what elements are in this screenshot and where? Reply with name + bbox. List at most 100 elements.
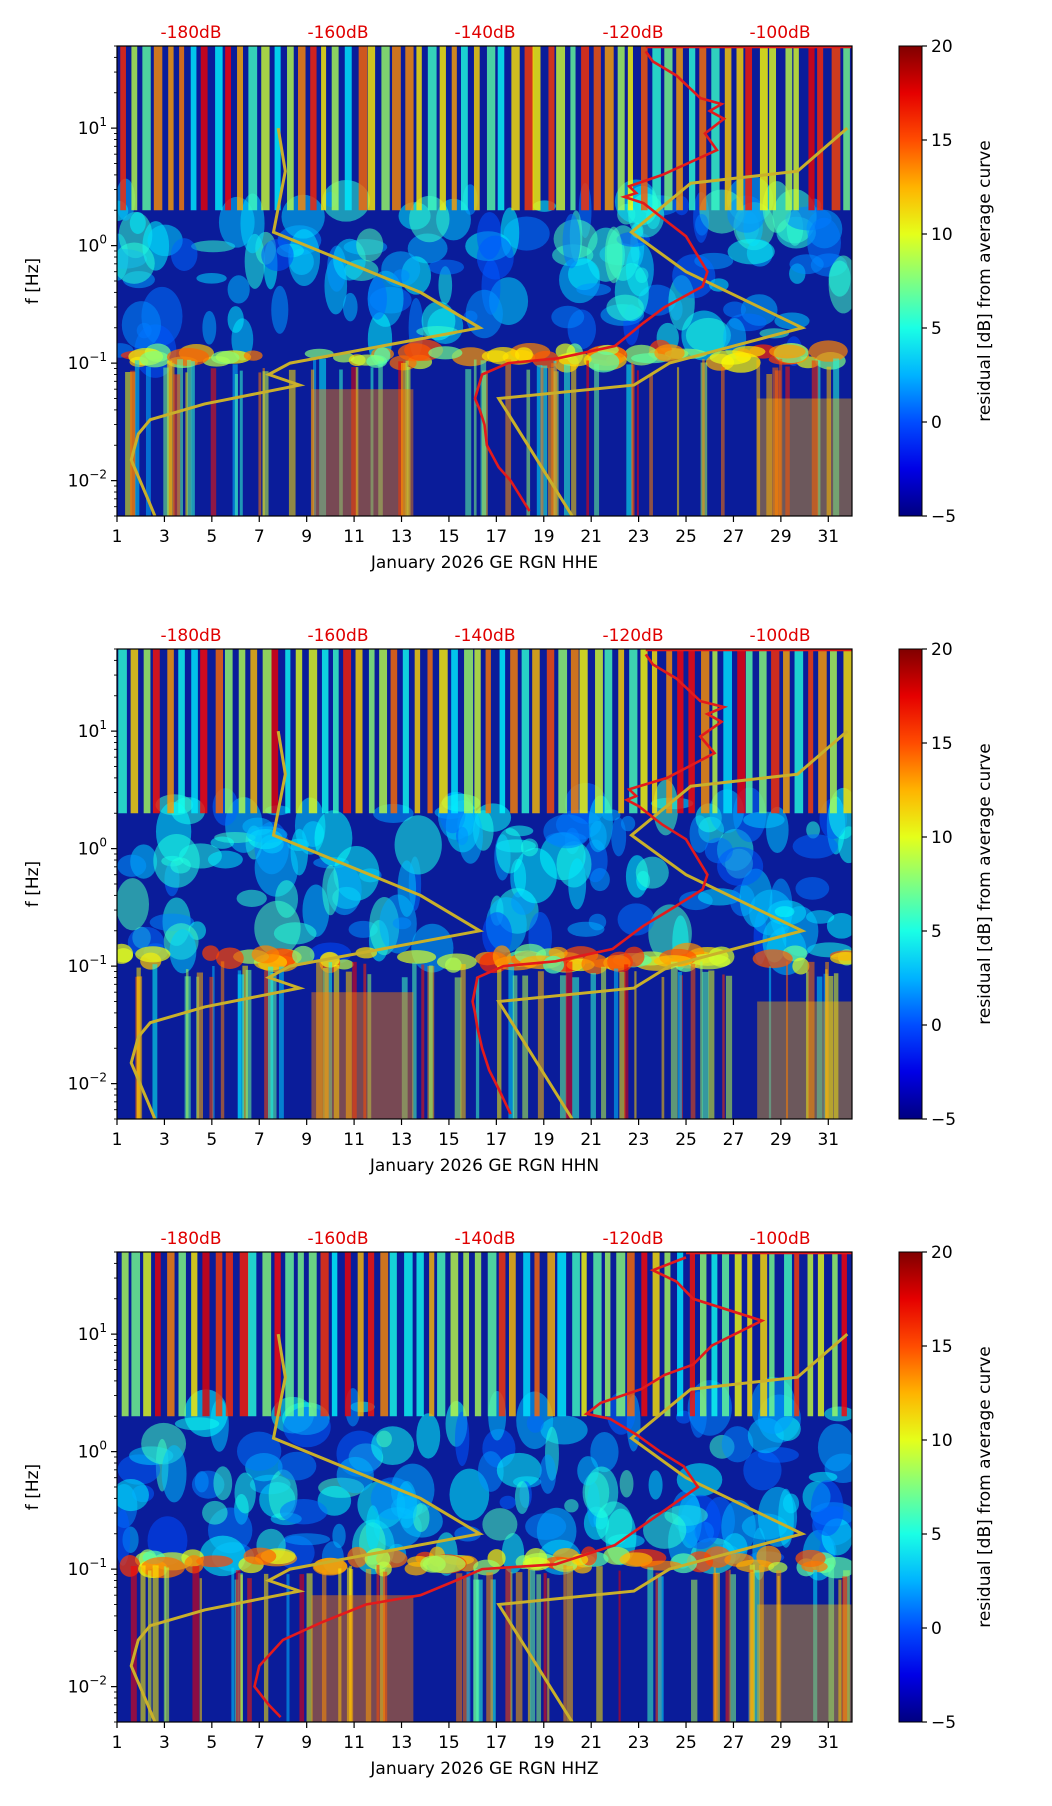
x-tick-label: 3 xyxy=(159,1130,170,1150)
x-tick-label: 13 xyxy=(391,527,413,547)
x-tick-label: 5 xyxy=(206,527,217,547)
heatmap xyxy=(117,649,852,1119)
db-scale-label: -180dB xyxy=(160,1229,221,1249)
x-tick-label: 25 xyxy=(675,1733,697,1753)
model-curve-low xyxy=(129,127,484,516)
x-tick-label: 23 xyxy=(628,1130,650,1150)
y-tick-label: 100 xyxy=(78,836,107,860)
x-tick-label: 29 xyxy=(770,1733,792,1753)
y-tick-label: 10−1 xyxy=(68,953,107,977)
x-tick-label: 19 xyxy=(533,1733,555,1753)
colorbar-tick-label: 20 xyxy=(931,1243,953,1263)
db-scale-label: -120dB xyxy=(602,1229,663,1249)
db-scale-label: -180dB xyxy=(160,626,221,646)
colorbar-tick-label: 10 xyxy=(931,828,953,848)
y-tick-label: 10−2 xyxy=(68,468,107,492)
colorbar xyxy=(898,45,923,517)
x-tick-label: 25 xyxy=(675,527,697,547)
y-tick-label: 10−2 xyxy=(68,1674,107,1698)
x-tick-label: 31 xyxy=(817,1733,839,1753)
x-tick-label: 19 xyxy=(533,1130,555,1150)
x-tick-label: 31 xyxy=(817,527,839,547)
colorbar-tick-label: 10 xyxy=(931,1431,953,1451)
y-tick-label: 10−1 xyxy=(68,1556,107,1580)
model-curve-low xyxy=(129,1333,484,1722)
x-tick-label: 19 xyxy=(533,527,555,547)
x-tick-label: 27 xyxy=(723,527,745,547)
x-tick-label: 5 xyxy=(206,1130,217,1150)
x-tick-label: 29 xyxy=(770,527,792,547)
db-scale-label: -120dB xyxy=(602,23,663,43)
y-axis-label: f [Hz] xyxy=(23,258,43,304)
x-tick-label: 21 xyxy=(580,527,602,547)
y-tick-label: 100 xyxy=(78,233,107,257)
x-tick-label: 11 xyxy=(343,1130,365,1150)
x-tick-label: 7 xyxy=(254,527,265,547)
db-scale-label: -140dB xyxy=(454,23,515,43)
colorbar-tick-label: 5 xyxy=(931,1525,942,1545)
x-tick-label: 7 xyxy=(254,1130,265,1150)
x-tick-label: 15 xyxy=(438,1733,460,1753)
x-tick-label: 9 xyxy=(301,527,312,547)
colorbar-label: residual [dB] from average curve xyxy=(975,743,995,1024)
db-scale-label: -140dB xyxy=(454,1229,515,1249)
model-curve-high xyxy=(496,729,849,1119)
x-axis-label: January 2026 GE RGN HHZ xyxy=(369,1759,598,1779)
colorbar-label: residual [dB] from average curve xyxy=(975,1346,995,1627)
x-tick-label: 25 xyxy=(675,1130,697,1150)
x-tick-label: 15 xyxy=(438,1130,460,1150)
colorbar-tick-label: 10 xyxy=(931,225,953,245)
db-scale-label: -100dB xyxy=(749,626,810,646)
colorbar-tick-label: 20 xyxy=(931,37,953,57)
x-tick-label: 1 xyxy=(112,1130,123,1150)
colorbar-label: residual [dB] from average curve xyxy=(975,140,995,421)
db-scale-label: -160dB xyxy=(307,23,368,43)
colorbar-tick-label: −5 xyxy=(931,1713,956,1733)
x-tick-label: 11 xyxy=(343,1733,365,1753)
db-scale-label: -100dB xyxy=(749,1229,810,1249)
db-scale-label: -180dB xyxy=(160,23,221,43)
x-tick-label: 7 xyxy=(254,1733,265,1753)
colorbar-tick-label: 15 xyxy=(931,131,953,151)
x-tick-label: 15 xyxy=(438,527,460,547)
colorbar xyxy=(898,1251,923,1723)
x-tick-label: 21 xyxy=(580,1733,602,1753)
y-tick-label: 101 xyxy=(78,115,107,139)
x-tick-label: 17 xyxy=(486,1130,508,1150)
x-tick-label: 17 xyxy=(486,527,508,547)
db-scale-label: -120dB xyxy=(602,626,663,646)
colorbar-tick-label: 20 xyxy=(931,640,953,660)
y-tick-label: 100 xyxy=(78,1439,107,1463)
x-tick-label: 21 xyxy=(580,1130,602,1150)
x-tick-label: 17 xyxy=(486,1733,508,1753)
model-curve-high xyxy=(496,1332,849,1722)
x-tick-label: 23 xyxy=(628,527,650,547)
colorbar-tick-label: 5 xyxy=(931,922,942,942)
colorbar-tick-label: 15 xyxy=(931,734,953,754)
average-curve xyxy=(471,653,729,1115)
x-tick-label: 1 xyxy=(112,1733,123,1753)
y-axis-label: f [Hz] xyxy=(23,861,43,907)
x-tick-label: 27 xyxy=(723,1130,745,1150)
average-curve xyxy=(473,50,727,512)
colorbar xyxy=(898,648,923,1120)
model-curve-high xyxy=(496,126,849,516)
x-tick-label: 3 xyxy=(159,1733,170,1753)
model-curve-low xyxy=(129,730,484,1119)
x-tick-label: 3 xyxy=(159,527,170,547)
colorbar-tick-label: 15 xyxy=(931,1337,953,1357)
x-axis-label: January 2026 GE RGN HHN xyxy=(369,1156,599,1176)
average-curve xyxy=(253,1256,766,1719)
x-tick-label: 9 xyxy=(301,1130,312,1150)
x-tick-label: 23 xyxy=(628,1733,650,1753)
x-tick-label: 31 xyxy=(817,1130,839,1150)
db-scale-label: -140dB xyxy=(454,626,515,646)
x-tick-label: 27 xyxy=(723,1733,745,1753)
y-tick-label: 10−1 xyxy=(68,350,107,374)
db-scale-label: -100dB xyxy=(749,23,810,43)
x-tick-label: 9 xyxy=(301,1733,312,1753)
y-tick-label: 10−2 xyxy=(68,1071,107,1095)
x-tick-label: 13 xyxy=(391,1130,413,1150)
